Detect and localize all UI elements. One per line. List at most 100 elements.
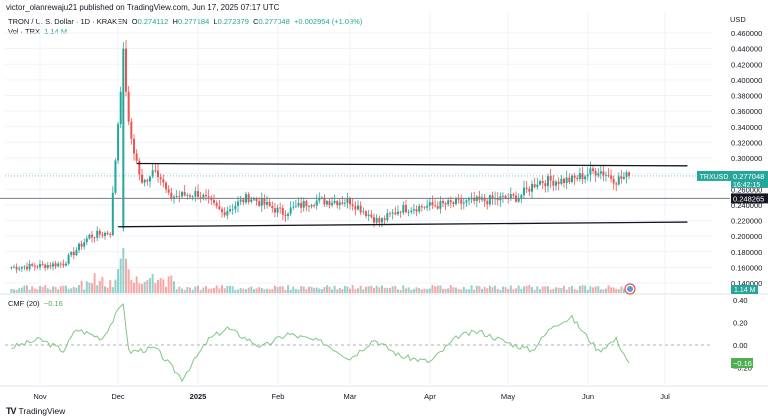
volume-legend: Vol · TRX 1.14 M xyxy=(8,27,68,36)
candle xyxy=(135,153,138,161)
high-value: 0.277184 xyxy=(177,17,210,26)
candle xyxy=(18,268,21,270)
candle xyxy=(268,201,271,206)
candle xyxy=(133,138,135,154)
svg-text:1.14 M: 1.14 M xyxy=(734,287,756,294)
candle xyxy=(65,263,67,266)
candle xyxy=(109,234,112,235)
candle xyxy=(189,195,191,197)
candle xyxy=(483,197,486,202)
currency-label[interactable]: USD xyxy=(730,15,746,24)
trendline-resistance[interactable] xyxy=(136,162,688,167)
candle xyxy=(349,198,351,205)
candle xyxy=(83,242,86,247)
candle xyxy=(370,214,373,218)
candle xyxy=(263,198,266,205)
candle xyxy=(599,171,602,174)
symbol-title[interactable]: TRON / U. S. Dollar · 1D · KRAKEN xyxy=(8,17,128,26)
open-value: 0.274112 xyxy=(137,17,169,26)
candle xyxy=(573,175,576,178)
candle xyxy=(313,204,316,206)
price-tick: 0.140000 xyxy=(731,279,762,288)
time-tick: Apr xyxy=(424,392,436,401)
symbol-badge xyxy=(697,170,731,181)
candle xyxy=(104,232,106,236)
candle xyxy=(181,191,183,197)
candle xyxy=(615,183,618,185)
candle xyxy=(226,211,229,216)
candle xyxy=(617,176,620,185)
candle xyxy=(512,194,515,196)
candle xyxy=(294,205,297,207)
candle xyxy=(15,266,18,270)
grid-lines xyxy=(0,12,768,387)
candle xyxy=(325,201,328,205)
candle xyxy=(323,197,326,205)
candle xyxy=(111,192,114,235)
candle xyxy=(154,170,157,172)
publisher-credit: victor_olanrewaju21 published on Trading… xyxy=(6,3,280,12)
price-tick: 0.400000 xyxy=(731,76,762,85)
trendline-support[interactable] xyxy=(117,221,688,228)
candle xyxy=(581,173,584,180)
candle xyxy=(146,179,149,182)
candle xyxy=(78,243,80,251)
candle xyxy=(552,180,555,186)
candle xyxy=(351,204,354,207)
candle xyxy=(509,194,512,199)
candle xyxy=(341,202,344,204)
price-tick: 0.260000 xyxy=(731,185,762,194)
svg-text:0.277048: 0.277048 xyxy=(733,172,764,181)
candle xyxy=(455,198,457,204)
candle xyxy=(266,201,269,205)
candle xyxy=(199,196,202,198)
cmf-legend: CMF (20) −0.16 xyxy=(8,299,63,308)
candle xyxy=(183,191,186,196)
candle xyxy=(106,232,109,235)
candle xyxy=(589,168,592,175)
candle xyxy=(565,177,568,184)
symbol-legend: TRON / U. S. Dollar · 1D · KRAKEN O0.274… xyxy=(8,17,363,26)
svg-text:0.248265: 0.248265 xyxy=(733,194,764,203)
candle xyxy=(191,196,194,198)
tradingview-logo[interactable]: TV TradingView xyxy=(6,406,65,416)
candle xyxy=(568,177,571,183)
candle xyxy=(229,209,231,212)
volume-badge xyxy=(731,285,758,294)
candle xyxy=(439,201,442,209)
candlesticks xyxy=(10,39,631,274)
candle xyxy=(70,252,73,256)
candle xyxy=(125,48,127,92)
candle xyxy=(215,202,218,207)
candle xyxy=(122,48,125,229)
cmf-title[interactable]: CMF (20) xyxy=(8,299,40,308)
candle xyxy=(41,264,44,265)
hline-price-badge xyxy=(731,193,768,204)
candle xyxy=(373,217,375,223)
candle xyxy=(62,263,65,266)
candle xyxy=(555,181,557,186)
candle xyxy=(625,172,628,177)
candle xyxy=(44,264,47,268)
candle xyxy=(157,170,159,178)
time-tick: Mar xyxy=(344,392,357,401)
candle xyxy=(165,182,167,190)
candle xyxy=(39,264,41,268)
candle xyxy=(365,211,367,216)
candle xyxy=(36,266,39,268)
price-tick: 0.300000 xyxy=(731,154,762,163)
candle xyxy=(444,203,447,205)
candle xyxy=(544,183,547,187)
close-value: 0.277048 xyxy=(258,17,290,26)
time-tick: Jun xyxy=(582,392,594,401)
candle xyxy=(252,198,255,200)
candle xyxy=(149,176,151,182)
candle xyxy=(622,176,625,179)
candle xyxy=(205,194,207,197)
candle xyxy=(533,184,536,188)
candle xyxy=(520,195,523,199)
price-tick: 0.240000 xyxy=(731,201,762,210)
candle xyxy=(359,205,362,213)
candle xyxy=(117,124,120,161)
